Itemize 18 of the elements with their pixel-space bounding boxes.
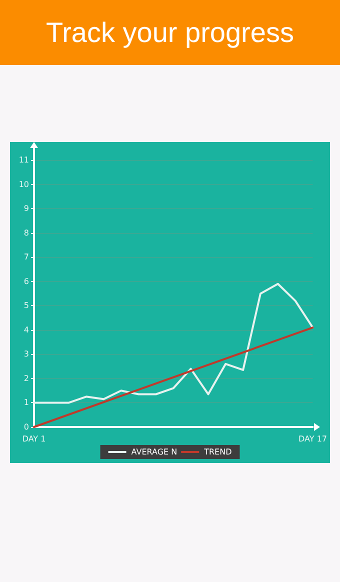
y-tick-label: 2 bbox=[24, 374, 29, 383]
line-series bbox=[33, 282, 314, 404]
chart-title: Track your progress bbox=[0, 0, 340, 65]
legend-label: TREND bbox=[203, 448, 232, 456]
y-tick-label: 9 bbox=[24, 204, 29, 214]
y-tick-label: 1 bbox=[24, 398, 29, 408]
y-tick-label: 6 bbox=[24, 276, 29, 286]
y-tick-label: 0 bbox=[24, 422, 29, 432]
y-tick-label: 7 bbox=[24, 252, 29, 262]
legend-label: AVERAGE N bbox=[131, 448, 178, 456]
y-tick-label: 8 bbox=[24, 228, 29, 238]
y-tick-label: 5 bbox=[24, 301, 29, 310]
x-tick-label: DAY 1 bbox=[22, 434, 46, 444]
y-tick-label: 10 bbox=[18, 180, 29, 189]
y-tick-label: 4 bbox=[24, 325, 29, 334]
y-tick-label: 11 bbox=[18, 156, 29, 165]
x-tick-label: DAY 17 bbox=[298, 434, 327, 444]
y-tick-label: 3 bbox=[24, 350, 29, 359]
